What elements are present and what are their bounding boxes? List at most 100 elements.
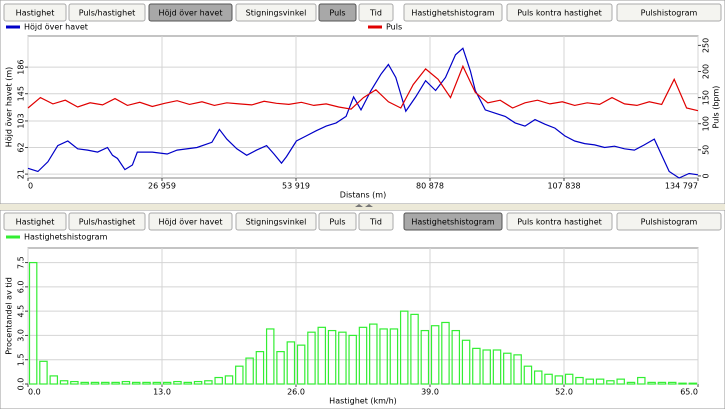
splitter-arrows[interactable] bbox=[355, 204, 373, 207]
histogram-bar bbox=[111, 381, 120, 385]
histogram-bar bbox=[204, 380, 213, 385]
toolbar-button[interactable]: Hastighet bbox=[3, 3, 67, 22]
histogram-bar bbox=[59, 380, 69, 385]
button-label: Tid bbox=[369, 218, 382, 227]
histogram-bar bbox=[338, 331, 347, 385]
y2-tick-label: 50 bbox=[702, 145, 711, 155]
histogram-bar bbox=[564, 373, 574, 385]
button-face bbox=[3, 3, 67, 22]
histogram-bar bbox=[369, 323, 378, 385]
y2-tick-label: 200 bbox=[702, 64, 711, 79]
toolbar-button[interactable]: Hastighet bbox=[3, 212, 67, 231]
toolbar-button[interactable]: Puls/hastighet bbox=[68, 3, 146, 22]
toolbar-button[interactable]: Tid bbox=[358, 3, 394, 22]
toolbar-button[interactable]: Stigningsvinkel bbox=[235, 212, 317, 231]
button-face bbox=[358, 3, 394, 22]
toolbar-button[interactable]: Pulshistogram bbox=[616, 212, 722, 231]
button-label: Puls kontra hastighet bbox=[517, 218, 602, 227]
button-label: Pulshistogram bbox=[641, 9, 698, 18]
toolbar-button[interactable]: Hastighetshistogram bbox=[403, 3, 503, 22]
y-tick-label: 1.5 bbox=[17, 353, 26, 366]
toolbar-button[interactable]: Höjd över havet bbox=[148, 3, 233, 22]
toolbar-button[interactable]: Tid bbox=[358, 212, 394, 231]
toolbar-button[interactable]: Puls kontra hastighet bbox=[506, 212, 613, 231]
histogram-bar bbox=[657, 381, 667, 385]
histogram-bar bbox=[441, 321, 450, 385]
button-face bbox=[403, 3, 503, 22]
x-tick-label: 26 959 bbox=[148, 182, 176, 191]
histogram-bar bbox=[688, 382, 698, 385]
histogram-bar bbox=[255, 351, 265, 385]
x-tick-label: 0.0 bbox=[28, 388, 41, 397]
histogram-bar bbox=[245, 357, 254, 385]
toolbar-button[interactable]: Pulshistogram bbox=[616, 3, 722, 22]
histogram-bar bbox=[296, 344, 306, 385]
y-tick-label: 7.5 bbox=[17, 256, 26, 269]
toolbar-button[interactable]: Stigningsvinkel bbox=[235, 3, 317, 22]
y2-axis-label: Puls (bpm) bbox=[712, 86, 721, 129]
toolbar-button[interactable]: Puls/hastighet bbox=[68, 212, 146, 231]
toolbar-button[interactable]: Puls bbox=[318, 212, 357, 231]
histogram-bar bbox=[647, 381, 656, 385]
histogram-bar bbox=[101, 381, 110, 385]
histogram-bar bbox=[276, 351, 285, 385]
button-face bbox=[148, 3, 233, 22]
data-line bbox=[27, 64, 699, 112]
x-tick-label: 65.0 bbox=[680, 388, 698, 397]
histogram-bar bbox=[606, 380, 615, 385]
histogram-bar bbox=[492, 349, 502, 385]
button-label: Puls bbox=[329, 9, 345, 18]
button-label: Hastighetshistogram bbox=[411, 9, 495, 18]
histogram-bar bbox=[235, 365, 244, 385]
button-face bbox=[616, 212, 722, 231]
histogram-bar bbox=[327, 329, 337, 385]
toolbar-button[interactable]: Puls bbox=[318, 3, 357, 22]
histogram-bar bbox=[28, 261, 38, 385]
y-tick-label: 3.0 bbox=[17, 329, 26, 342]
toolbar-button[interactable]: Puls kontra hastighet bbox=[506, 3, 613, 22]
y-tick-label: 103 bbox=[17, 113, 26, 128]
histogram-bar bbox=[70, 380, 79, 385]
histogram-bar bbox=[173, 380, 182, 385]
histogram-bar bbox=[420, 329, 430, 385]
x-tick-label: 0 bbox=[28, 182, 33, 191]
button-label: Puls bbox=[329, 218, 345, 227]
histogram-bar bbox=[430, 325, 440, 385]
histogram-bar bbox=[307, 331, 316, 385]
histogram-bar bbox=[637, 376, 646, 385]
y2-tick-label: 150 bbox=[702, 90, 711, 105]
button-label: Stigningsvinkel bbox=[246, 218, 307, 227]
legend-label: Puls bbox=[386, 23, 402, 32]
y2-tick-label: 250 bbox=[702, 38, 711, 53]
x-axis-label: Distans (m) bbox=[340, 191, 386, 200]
y-tick-label: 6.0 bbox=[17, 280, 26, 293]
histogram-bar bbox=[49, 375, 59, 385]
y-tick-label: 21 bbox=[17, 169, 26, 179]
x-axis-label: Hastighet (km/h) bbox=[329, 397, 397, 406]
button-label: Höjd över havet bbox=[159, 9, 223, 18]
button-label: Stigningsvinkel bbox=[246, 9, 307, 18]
histogram-bar bbox=[317, 326, 327, 385]
histogram-bar bbox=[193, 380, 203, 385]
button-face bbox=[318, 212, 357, 231]
button-face bbox=[68, 3, 146, 22]
toolbar-button[interactable]: Höjd över havet bbox=[148, 212, 233, 231]
histogram-bar bbox=[121, 380, 131, 385]
y2-tick-label: 100 bbox=[702, 116, 711, 131]
histogram-bar bbox=[80, 381, 89, 385]
histogram-bar bbox=[482, 349, 491, 385]
plot-area bbox=[27, 247, 699, 385]
button-face bbox=[235, 3, 317, 22]
y-axis-label: Procentandel av tid bbox=[5, 277, 14, 355]
button-face bbox=[3, 212, 67, 231]
button-label: Hastighet bbox=[16, 218, 55, 227]
x-tick-label: 26.0 bbox=[287, 388, 305, 397]
toolbar-button[interactable]: Hastighetshistogram bbox=[403, 212, 503, 231]
button-face bbox=[68, 212, 146, 231]
histogram-bar bbox=[410, 313, 419, 385]
button-label: Puls/hastighet bbox=[79, 9, 136, 18]
x-tick-label: 134 797 bbox=[665, 182, 698, 191]
button-label: Puls/hastighet bbox=[79, 218, 136, 227]
